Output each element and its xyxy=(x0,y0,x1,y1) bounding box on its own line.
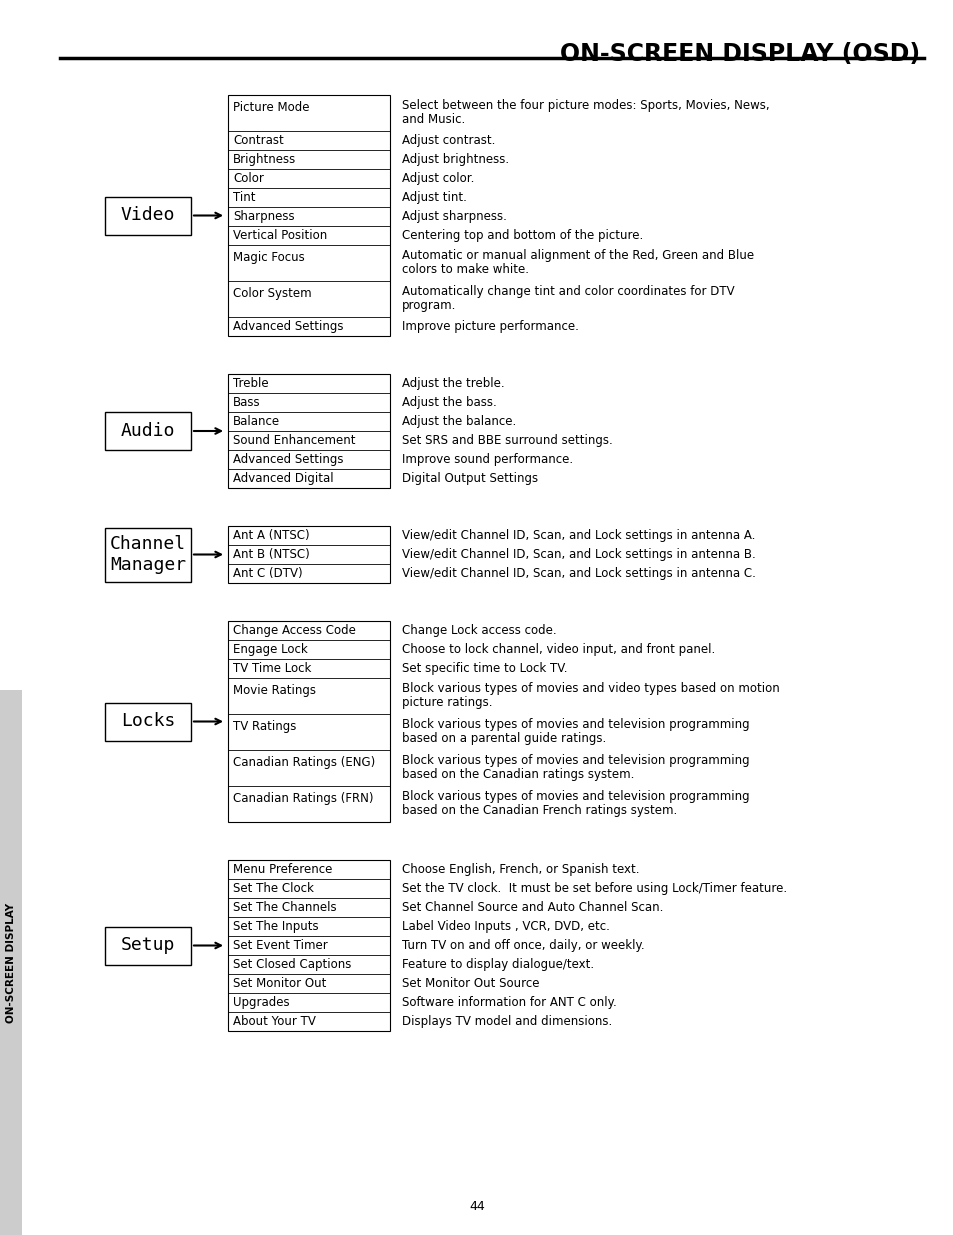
Text: Adjust tint.: Adjust tint. xyxy=(401,191,466,205)
Text: Magic Focus: Magic Focus xyxy=(233,252,304,264)
Text: Set Closed Captions: Set Closed Captions xyxy=(233,958,351,972)
Text: Brightness: Brightness xyxy=(233,153,296,167)
Text: Set specific time to Lock TV.: Set specific time to Lock TV. xyxy=(401,662,567,676)
Text: Improve sound performance.: Improve sound performance. xyxy=(401,453,573,467)
Text: Improve picture performance.: Improve picture performance. xyxy=(401,320,578,333)
Bar xyxy=(228,621,390,823)
Text: Software information for ANT C only.: Software information for ANT C only. xyxy=(401,997,616,1009)
Text: Displays TV model and dimensions.: Displays TV model and dimensions. xyxy=(401,1015,612,1029)
Text: Sharpness: Sharpness xyxy=(233,210,294,224)
Text: Movie Ratings: Movie Ratings xyxy=(233,684,315,698)
Text: Engage Lock: Engage Lock xyxy=(233,643,308,657)
Bar xyxy=(228,860,390,1031)
Text: based on a parental guide ratings.: based on a parental guide ratings. xyxy=(401,731,605,745)
Text: View/edit Channel ID, Scan, and Lock settings in antenna C.: View/edit Channel ID, Scan, and Lock set… xyxy=(401,567,755,580)
Text: based on the Canadian ratings system.: based on the Canadian ratings system. xyxy=(401,768,634,781)
Text: Block various types of movies and television programming: Block various types of movies and televi… xyxy=(401,753,749,767)
Text: Upgrades: Upgrades xyxy=(233,997,290,1009)
Text: Set Monitor Out: Set Monitor Out xyxy=(233,977,326,990)
Text: colors to make white.: colors to make white. xyxy=(401,263,529,275)
Text: Ant C (DTV): Ant C (DTV) xyxy=(233,567,302,580)
Bar xyxy=(105,412,191,450)
Text: Ant A (NTSC): Ant A (NTSC) xyxy=(233,530,310,542)
Text: View/edit Channel ID, Scan, and Lock settings in antenna A.: View/edit Channel ID, Scan, and Lock set… xyxy=(401,530,755,542)
Text: Tint: Tint xyxy=(233,191,255,205)
Text: Turn TV on and off once, daily, or weekly.: Turn TV on and off once, daily, or weekl… xyxy=(401,940,644,952)
Text: Automatically change tint and color coordinates for DTV: Automatically change tint and color coor… xyxy=(401,284,734,298)
Text: Treble: Treble xyxy=(233,378,269,390)
Text: and Music.: and Music. xyxy=(401,112,465,126)
Text: Advanced Digital: Advanced Digital xyxy=(233,473,334,485)
Text: Set Channel Source and Auto Channel Scan.: Set Channel Source and Auto Channel Scan… xyxy=(401,902,662,914)
Text: Block various types of movies and television programming: Block various types of movies and televi… xyxy=(401,718,749,731)
Text: Feature to display dialogue/text.: Feature to display dialogue/text. xyxy=(401,958,594,972)
Text: Setup: Setup xyxy=(121,936,175,955)
Text: Picture Mode: Picture Mode xyxy=(233,101,309,115)
Text: Adjust contrast.: Adjust contrast. xyxy=(401,135,495,147)
Text: Adjust brightness.: Adjust brightness. xyxy=(401,153,509,167)
Text: Canadian Ratings (ENG): Canadian Ratings (ENG) xyxy=(233,757,375,769)
Bar xyxy=(228,526,390,583)
Text: Locks: Locks xyxy=(121,713,175,730)
Text: Advanced Settings: Advanced Settings xyxy=(233,320,343,333)
Text: Ant B (NTSC): Ant B (NTSC) xyxy=(233,548,310,562)
Text: TV Ratings: TV Ratings xyxy=(233,720,296,734)
Text: Color: Color xyxy=(233,173,264,185)
Text: Block various types of movies and television programming: Block various types of movies and televi… xyxy=(401,789,749,803)
Bar xyxy=(105,703,191,741)
Text: based on the Canadian French ratings system.: based on the Canadian French ratings sys… xyxy=(401,804,677,816)
Text: Automatic or manual alignment of the Red, Green and Blue: Automatic or manual alignment of the Red… xyxy=(401,248,753,262)
Text: View/edit Channel ID, Scan, and Lock settings in antenna B.: View/edit Channel ID, Scan, and Lock set… xyxy=(401,548,755,562)
Bar xyxy=(105,527,191,582)
Text: Change Access Code: Change Access Code xyxy=(233,625,355,637)
Text: Adjust sharpness.: Adjust sharpness. xyxy=(401,210,506,224)
Text: Advanced Settings: Advanced Settings xyxy=(233,453,343,467)
Text: Adjust the treble.: Adjust the treble. xyxy=(401,378,504,390)
Text: Choose to lock channel, video input, and front panel.: Choose to lock channel, video input, and… xyxy=(401,643,715,657)
Text: Contrast: Contrast xyxy=(233,135,283,147)
Bar xyxy=(228,95,390,336)
Text: Choose English, French, or Spanish text.: Choose English, French, or Spanish text. xyxy=(401,863,639,877)
Text: Color System: Color System xyxy=(233,288,312,300)
Text: Sound Enhancement: Sound Enhancement xyxy=(233,435,355,447)
Text: Digital Output Settings: Digital Output Settings xyxy=(401,473,537,485)
Text: Set the TV clock.  It must be set before using Lock/Timer feature.: Set the TV clock. It must be set before … xyxy=(401,883,786,895)
Text: Bass: Bass xyxy=(233,396,260,410)
Text: Set Monitor Out Source: Set Monitor Out Source xyxy=(401,977,539,990)
Text: Audio: Audio xyxy=(121,422,175,440)
Text: Label Video Inputs , VCR, DVD, etc.: Label Video Inputs , VCR, DVD, etc. xyxy=(401,920,609,934)
Text: Channel
Manager: Channel Manager xyxy=(110,535,186,574)
Text: TV Time Lock: TV Time Lock xyxy=(233,662,311,676)
Text: Canadian Ratings (FRN): Canadian Ratings (FRN) xyxy=(233,793,374,805)
Text: Set Event Timer: Set Event Timer xyxy=(233,940,328,952)
Bar xyxy=(105,926,191,965)
Text: Block various types of movies and video types based on motion: Block various types of movies and video … xyxy=(401,682,779,694)
Text: About Your TV: About Your TV xyxy=(233,1015,315,1029)
Text: Set The Inputs: Set The Inputs xyxy=(233,920,318,934)
Text: picture ratings.: picture ratings. xyxy=(401,695,492,709)
Text: 44: 44 xyxy=(469,1200,484,1214)
Text: program.: program. xyxy=(401,299,456,311)
Text: Set The Channels: Set The Channels xyxy=(233,902,336,914)
Text: Set The Clock: Set The Clock xyxy=(233,883,314,895)
Text: Balance: Balance xyxy=(233,415,280,429)
Bar xyxy=(228,374,390,488)
Text: Vertical Position: Vertical Position xyxy=(233,230,327,242)
Bar xyxy=(0,690,22,1235)
Text: Select between the four picture modes: Sports, Movies, News,: Select between the four picture modes: S… xyxy=(401,99,769,111)
Text: ON-SCREEN DISPLAY: ON-SCREEN DISPLAY xyxy=(6,903,16,1023)
Text: Adjust the bass.: Adjust the bass. xyxy=(401,396,497,410)
Bar xyxy=(105,196,191,235)
Text: Change Lock access code.: Change Lock access code. xyxy=(401,625,556,637)
Text: Adjust the balance.: Adjust the balance. xyxy=(401,415,516,429)
Text: Video: Video xyxy=(121,206,175,225)
Text: Centering top and bottom of the picture.: Centering top and bottom of the picture. xyxy=(401,230,642,242)
Text: Set SRS and BBE surround settings.: Set SRS and BBE surround settings. xyxy=(401,435,612,447)
Text: ON-SCREEN DISPLAY (OSD): ON-SCREEN DISPLAY (OSD) xyxy=(559,42,919,65)
Text: Menu Preference: Menu Preference xyxy=(233,863,332,877)
Text: Adjust color.: Adjust color. xyxy=(401,173,474,185)
